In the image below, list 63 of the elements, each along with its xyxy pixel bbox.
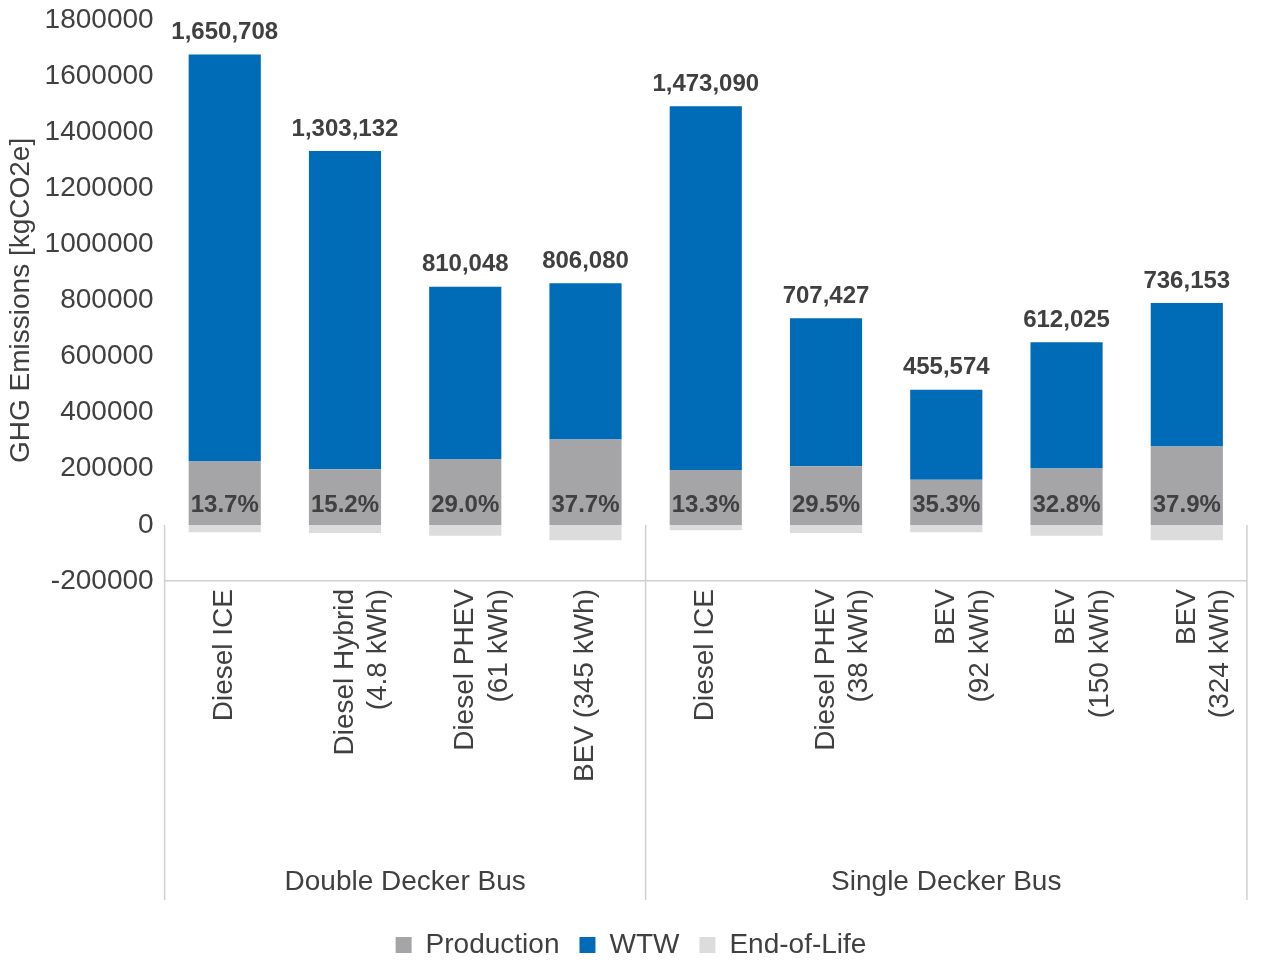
bar — [669, 524, 742, 531]
y-tick-label: 200000 — [60, 451, 154, 483]
bar — [1030, 342, 1103, 469]
bar — [549, 524, 622, 541]
bar — [188, 54, 261, 462]
total-label: 1,650,708 — [171, 17, 279, 45]
y-tick-label: 400000 — [60, 395, 154, 427]
legend-label: Production — [425, 927, 560, 959]
y-tick-label: -200000 — [50, 563, 154, 595]
annotation: 35.3% — [912, 489, 981, 517]
bar — [549, 439, 622, 525]
total-label: 1,473,090 — [652, 68, 760, 96]
bar — [549, 283, 622, 440]
bar — [1150, 302, 1223, 447]
bar — [910, 389, 983, 480]
annotation: 37.9% — [1152, 489, 1221, 517]
annotation: 29.5% — [791, 489, 861, 517]
annotation: 29.0% — [431, 489, 500, 517]
annotation: 13.7% — [190, 489, 259, 517]
x-tick-label: BEV (324 kWh) — [1169, 588, 1235, 719]
x-tick-label: Diesel ICE — [207, 589, 239, 722]
bar — [429, 286, 502, 459]
bar — [669, 106, 742, 470]
y-tick-label: 1000000 — [44, 227, 154, 258]
bar — [308, 524, 382, 534]
text: Double Decker Bus — [284, 864, 526, 896]
y-tick-label: 1400000 — [44, 114, 154, 146]
legend-label: WTW — [609, 927, 680, 959]
total-label: 736,153 — [1143, 265, 1231, 293]
bar — [789, 318, 863, 467]
legend-label: End-of-Life — [729, 927, 867, 959]
y-tick-label: 600000 — [60, 339, 154, 371]
y-tick-label: 1800000 — [44, 2, 154, 34]
bar — [308, 151, 382, 470]
bar — [429, 524, 502, 536]
y-axis-title: GHG Emissions [kgCO2e] — [3, 137, 35, 463]
x-tick-label: BEV (92 kWh) — [929, 588, 994, 703]
bar — [1030, 524, 1103, 536]
annotation: 37.7% — [551, 489, 620, 517]
y-tick-label: 1200000 — [44, 170, 154, 202]
x-tick-label: BEV (345 kWh) — [568, 589, 600, 782]
total-label: 1,303,132 — [291, 113, 399, 141]
total-label: 612,025 — [1023, 304, 1110, 332]
bar — [789, 524, 863, 534]
text: Single Decker Bus — [831, 864, 1062, 896]
x-tick-label: Diesel Hybrid (4.8 kWh) — [327, 589, 393, 756]
total-label: 707,427 — [782, 280, 870, 308]
total-label: 810,048 — [421, 249, 509, 277]
annotation: 15.2% — [310, 489, 380, 517]
y-tick-label: 0 — [138, 507, 154, 539]
annotation: 13.3% — [671, 489, 740, 517]
annotation: 32.8% — [1032, 489, 1101, 517]
total-label: 455,574 — [902, 352, 991, 380]
y-tick-label: 800000 — [60, 283, 154, 315]
y-tick-label: 1600000 — [44, 58, 154, 90]
x-tick-label: Diesel PHEV (61 kWh) — [447, 588, 513, 751]
x-tick-label: BEV (150 kWh) — [1049, 588, 1114, 719]
x-tick-label: Diesel PHEV (38 kWh) — [808, 588, 874, 751]
bar — [188, 524, 261, 533]
bar — [1150, 524, 1223, 541]
x-tick-label: Diesel ICE — [688, 589, 720, 722]
total-label: 806,080 — [542, 245, 629, 273]
bar — [910, 524, 983, 533]
